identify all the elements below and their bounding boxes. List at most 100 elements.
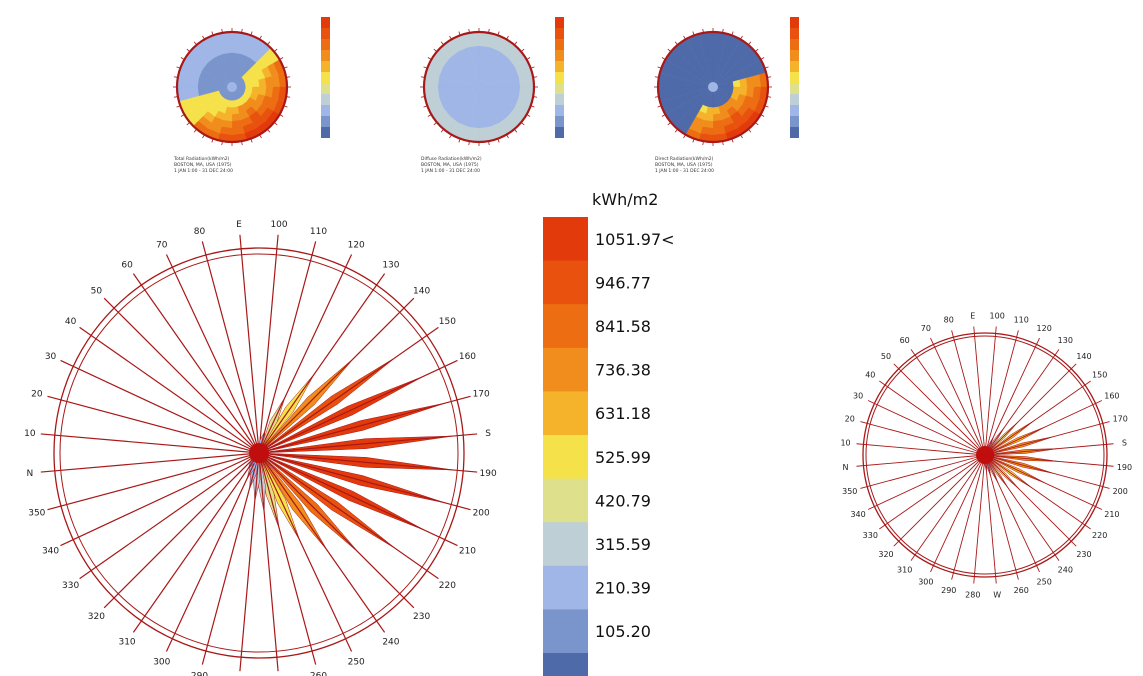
dome-tick bbox=[760, 114, 765, 117]
rose-spoke bbox=[973, 454, 986, 584]
rose-direction-label: E bbox=[970, 311, 975, 320]
dome-tick bbox=[533, 96, 538, 98]
rose-spoke bbox=[984, 454, 1040, 573]
rose-direction-label: 120 bbox=[1037, 324, 1052, 333]
rose-direction-label: 100 bbox=[990, 311, 1005, 320]
dome-tick bbox=[754, 48, 759, 52]
dome-tick bbox=[279, 57, 284, 60]
legend-label: 841.58 bbox=[595, 317, 651, 336]
rose-spoke bbox=[258, 452, 478, 473]
dome-tick bbox=[764, 66, 769, 69]
dome-caption-line: BOSTON, MA, USA (1975) bbox=[174, 162, 232, 168]
rose-direction-label: 170 bbox=[1113, 415, 1128, 424]
dome-tick bbox=[211, 31, 214, 36]
dome-tick bbox=[286, 76, 291, 78]
rose-direction-label: 10 bbox=[24, 429, 36, 439]
rose-spoke bbox=[79, 452, 260, 580]
legend-swatch bbox=[543, 391, 588, 436]
dome-tick bbox=[533, 76, 538, 78]
dome-cell bbox=[469, 52, 480, 61]
rose-spoke bbox=[258, 273, 386, 454]
rose-direction-label: 320 bbox=[878, 550, 893, 559]
rose-spoke bbox=[984, 349, 1060, 456]
rose-spoke bbox=[79, 326, 260, 454]
dome-legend-swatch bbox=[555, 61, 564, 72]
dome-tick bbox=[740, 134, 743, 139]
rose-spoke bbox=[258, 297, 415, 454]
rose-spoke bbox=[258, 234, 279, 454]
rose-direction-label: 280 bbox=[965, 590, 980, 599]
rose-spoke bbox=[984, 380, 1091, 456]
dome-tick bbox=[423, 66, 428, 69]
rose-spoke bbox=[893, 363, 986, 456]
rose-direction-label: 300 bbox=[153, 658, 170, 668]
rose-direction-label: 30 bbox=[853, 392, 863, 401]
rose-direction-label: 150 bbox=[439, 317, 456, 327]
rose-direction-label: S bbox=[1122, 439, 1127, 448]
dome-tick bbox=[674, 41, 678, 46]
rose-direction-label: 240 bbox=[382, 638, 399, 648]
dome-legend-swatch bbox=[790, 61, 799, 72]
rose-spoke bbox=[984, 454, 1060, 561]
dome-tick bbox=[497, 138, 500, 143]
dome-tick bbox=[657, 105, 662, 108]
dome-tick bbox=[440, 41, 444, 46]
rose-direction-label: 320 bbox=[88, 612, 105, 622]
rose-direction-label: N bbox=[27, 469, 34, 479]
legend-label: 1051.97< bbox=[595, 230, 675, 249]
rose-direction-label: 350 bbox=[28, 509, 45, 519]
dome-tick bbox=[767, 96, 772, 98]
dome-cell bbox=[197, 86, 206, 97]
dome-tick bbox=[731, 138, 734, 143]
dome-legend-swatch bbox=[790, 116, 799, 127]
rose-direction-label: 10 bbox=[840, 439, 850, 448]
dome-tick bbox=[173, 76, 178, 78]
rose-direction-label: 220 bbox=[439, 581, 456, 591]
rose-direction-label: 150 bbox=[1092, 370, 1107, 379]
dome-caption-line: 1 JAN 1:00 - 31 DEC 24:00 bbox=[421, 168, 480, 174]
dome-tick bbox=[273, 122, 278, 126]
dome-tick bbox=[530, 66, 535, 69]
dome-tick bbox=[702, 28, 704, 33]
dome-tick bbox=[267, 41, 271, 46]
dome-caption-line: Direct Radiation(kWh/m2) bbox=[655, 156, 714, 162]
rose-direction-label: 200 bbox=[473, 509, 490, 519]
dome-tick bbox=[702, 141, 704, 146]
dome-cell bbox=[231, 113, 242, 122]
dome-legend-swatch bbox=[790, 94, 799, 105]
rose-direction-label: 70 bbox=[921, 324, 931, 333]
dome-tick bbox=[488, 28, 490, 33]
dome-legend-swatch bbox=[555, 50, 564, 61]
dome-tick bbox=[468, 141, 470, 146]
rose-center bbox=[249, 443, 269, 463]
rose-direction-label: 40 bbox=[65, 317, 77, 327]
rose-spoke bbox=[258, 452, 353, 652]
dome-legend-swatch bbox=[321, 39, 330, 50]
rose-direction-label: 230 bbox=[413, 612, 430, 622]
dome-tick bbox=[241, 141, 243, 146]
rose-spoke bbox=[860, 421, 986, 456]
dome-legend-swatch bbox=[555, 105, 564, 116]
dome-tick bbox=[250, 31, 253, 36]
dome-legend-swatch bbox=[790, 39, 799, 50]
dome-tick bbox=[667, 48, 672, 52]
dome-tick bbox=[173, 96, 178, 98]
dome-tick bbox=[506, 35, 509, 40]
legend-swatch bbox=[543, 260, 588, 305]
rose-direction-label: 30 bbox=[45, 352, 57, 362]
dome-tick bbox=[420, 76, 425, 78]
dome-tick bbox=[420, 96, 425, 98]
legend-title: kWh/m2 bbox=[592, 190, 658, 209]
rose-spoke bbox=[258, 395, 471, 454]
legend-swatch bbox=[543, 435, 588, 480]
rose-direction-label: 60 bbox=[121, 261, 133, 271]
dome-tick bbox=[433, 122, 438, 126]
rose-spoke bbox=[201, 452, 260, 665]
legend-swatch bbox=[543, 478, 588, 523]
dome-legend-swatch bbox=[790, 17, 799, 28]
rose-direction-label: 260 bbox=[310, 671, 327, 676]
dome-tick bbox=[176, 66, 181, 69]
rose-direction-label: 100 bbox=[270, 220, 287, 230]
dome-tick bbox=[433, 48, 438, 52]
